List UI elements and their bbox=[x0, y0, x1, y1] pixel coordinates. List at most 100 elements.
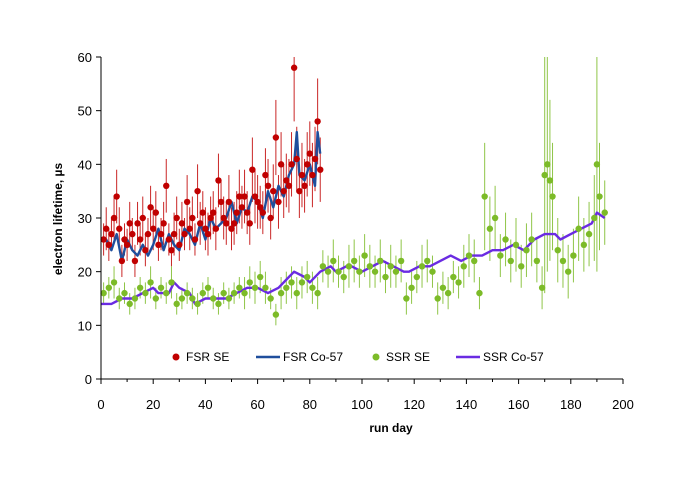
fsr-se-point bbox=[181, 230, 188, 238]
ssr-se-point bbox=[116, 295, 123, 302]
ssr-se-point bbox=[335, 268, 342, 275]
x-tick-label: 180 bbox=[560, 397, 582, 412]
ssr-se-point bbox=[549, 193, 556, 200]
ssr-se-point bbox=[538, 284, 546, 291]
y-tick-label: 30 bbox=[78, 211, 92, 226]
fsr-se-point bbox=[259, 209, 267, 216]
ssr-se-point bbox=[434, 295, 441, 302]
y-tick-label: 0 bbox=[85, 372, 92, 387]
ssr-se-point bbox=[541, 171, 548, 179]
ssr-se-point bbox=[345, 263, 353, 270]
fsr-se-point bbox=[136, 236, 144, 243]
ssr-se-point bbox=[225, 295, 233, 302]
fsr-se-point bbox=[126, 220, 133, 227]
fsr-se-point bbox=[155, 241, 162, 249]
ssr-se-point bbox=[591, 214, 598, 222]
ssr-se-point bbox=[356, 268, 363, 275]
ssr-se-point bbox=[544, 161, 551, 168]
ssr-se-point bbox=[163, 289, 170, 297]
fsr-co-57-series-line bbox=[101, 130, 322, 263]
fsr-se-point bbox=[173, 214, 180, 222]
fsr-se-point bbox=[262, 171, 269, 179]
fsr-se-point bbox=[217, 198, 225, 206]
fsr-se-point bbox=[118, 257, 126, 265]
fsr-se-point bbox=[296, 187, 303, 195]
ssr-se-point bbox=[314, 289, 321, 297]
ssr-se-point bbox=[319, 263, 327, 270]
ssr-se-point bbox=[491, 214, 499, 222]
fsr-se-point bbox=[275, 198, 282, 206]
fsr-se-point bbox=[129, 230, 136, 238]
fsr-se-point bbox=[160, 220, 167, 227]
ssr-se-point bbox=[199, 289, 206, 297]
fsr-se-point bbox=[220, 214, 227, 222]
ssr-se-point bbox=[168, 279, 175, 286]
ssr-se-point bbox=[100, 289, 107, 297]
fsr-se-point bbox=[157, 230, 165, 238]
fsr-se-legend-swatch bbox=[172, 353, 180, 361]
ssr-se-point bbox=[246, 279, 253, 286]
ssr-se-point bbox=[486, 225, 494, 232]
ssr-se-point bbox=[512, 241, 520, 249]
fsr-se-point bbox=[202, 225, 209, 232]
fsr-se-point bbox=[238, 204, 246, 211]
ssr-se-point bbox=[601, 209, 608, 216]
ssr-co-57-legend-label: SSR Co-57 bbox=[483, 350, 544, 364]
fsr-se-point bbox=[311, 155, 319, 163]
fsr-se-point bbox=[317, 166, 324, 173]
ssr-se-point bbox=[257, 273, 264, 281]
fsr-se-point bbox=[147, 204, 154, 211]
x-tick-label: 0 bbox=[97, 397, 104, 412]
ssr-se-legend-label: SSR SE bbox=[386, 350, 430, 364]
ssr-se-point bbox=[450, 273, 457, 281]
x-tick-label: 60 bbox=[250, 397, 264, 412]
ssr-se-point bbox=[283, 284, 290, 291]
ssr-se-point bbox=[460, 263, 467, 270]
ssr-se-point bbox=[596, 193, 603, 200]
ssr-se-point bbox=[131, 295, 139, 302]
ssr-se-point bbox=[121, 289, 128, 297]
ssr-se-point bbox=[439, 284, 447, 291]
fsr-se-point bbox=[110, 214, 118, 222]
ssr-se-point bbox=[105, 284, 113, 291]
fsr-se-point bbox=[272, 134, 280, 141]
ssr-se-point bbox=[444, 289, 452, 297]
y-tick-label: 20 bbox=[78, 265, 92, 280]
ssr-se-point bbox=[554, 247, 561, 254]
ssr-se-point bbox=[298, 279, 306, 286]
fsr-se-point bbox=[196, 220, 204, 227]
fsr-se-point bbox=[150, 225, 157, 232]
fsr-se-point bbox=[163, 182, 170, 189]
ssr-se-point bbox=[361, 252, 368, 259]
ssr-se-point bbox=[309, 284, 316, 291]
ssr-se-point bbox=[189, 295, 196, 302]
fsr-se-point bbox=[113, 193, 120, 200]
ssr-se-point bbox=[194, 300, 201, 308]
ssr-se-point bbox=[403, 295, 410, 302]
legend: FSR SE FSR Co-57 SSR SE SSR Co-57 bbox=[172, 350, 544, 364]
fsr-se-point bbox=[121, 236, 128, 243]
ssr-se-legend-swatch bbox=[372, 353, 380, 361]
ssr-se-point bbox=[528, 236, 535, 243]
fsr-se-point bbox=[176, 241, 183, 249]
y-tick-label: 10 bbox=[78, 318, 92, 333]
fsr-se-point bbox=[285, 182, 293, 189]
ssr-se-point bbox=[382, 273, 389, 281]
ssr-se-point bbox=[377, 257, 384, 265]
ssr-se-point bbox=[236, 284, 243, 291]
ssr-se-point bbox=[178, 295, 186, 302]
fsr-se-point bbox=[105, 241, 113, 249]
fsr-se-point bbox=[199, 209, 206, 216]
ssr-se-point bbox=[429, 268, 436, 275]
ssr-se-point bbox=[241, 289, 248, 297]
ssr-se-point bbox=[580, 241, 588, 249]
fsr-se-point bbox=[257, 204, 264, 211]
ssr-se-point bbox=[277, 289, 285, 297]
x-tick-label: 80 bbox=[303, 397, 317, 412]
ssr-se-point bbox=[183, 289, 191, 297]
ssr-se-point bbox=[147, 279, 154, 286]
ssr-se-point bbox=[387, 263, 394, 270]
ssr-se-point bbox=[397, 257, 405, 265]
fsr-se-point bbox=[189, 214, 196, 222]
